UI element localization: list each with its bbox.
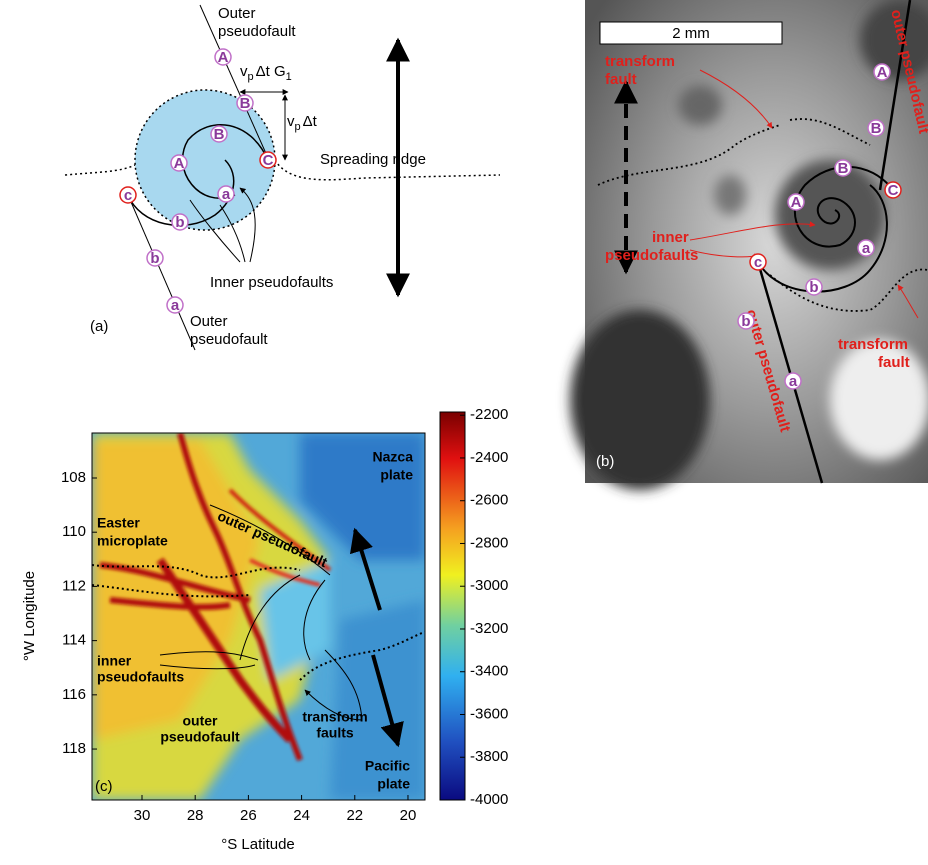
panel-label: (a) (90, 318, 108, 335)
x-tick-label: 22 (346, 807, 363, 824)
colorbar-tick-label: -4000 (470, 791, 508, 808)
colorbar-tick-label: -3800 (470, 748, 508, 765)
label: fault (605, 71, 637, 88)
letter-label: A (877, 64, 888, 81)
label: microplate (97, 533, 168, 549)
microplate-disk (135, 90, 275, 230)
label: transform (302, 709, 367, 725)
label: fault (878, 354, 910, 371)
label: Spreading ridge (320, 151, 426, 168)
colorbar (440, 412, 465, 800)
label: faults (316, 725, 354, 741)
letter-label: c (124, 187, 132, 204)
label: pseudofault (190, 331, 268, 348)
colorbar-tick-label: -2800 (470, 534, 508, 551)
y-axis-title: °W Longitude (21, 571, 38, 661)
letter-label: B (838, 160, 849, 177)
letter-label: B (240, 95, 251, 112)
letter-label: A (791, 194, 802, 211)
label: Outer (218, 5, 256, 22)
colorbar-tick-label: -2200 (470, 406, 508, 423)
letter-label: b (809, 279, 818, 296)
label: plate (377, 776, 410, 792)
y-tick-label: 108 (61, 469, 86, 486)
x-tick-label: 20 (400, 807, 417, 824)
label: inner (652, 229, 689, 246)
letter-label: C (888, 182, 899, 199)
label: inner (97, 653, 132, 669)
y-tick-label: 118 (62, 740, 86, 757)
letter-label: c (754, 254, 762, 271)
colorbar-tick-label: -2600 (470, 492, 508, 509)
letter-label: A (174, 155, 185, 172)
panel-label: (c) (95, 778, 113, 795)
letter-label: B (871, 120, 882, 137)
label: outer (183, 713, 219, 729)
letter-label: a (222, 186, 231, 203)
y-tick-label: 110 (62, 523, 86, 540)
letter-label: b (150, 250, 159, 267)
colorbar-tick-label: -3000 (470, 577, 508, 594)
colorbar-tick-label: -3200 (470, 620, 508, 637)
x-axis-title: °S Latitude (221, 836, 295, 853)
label: Nazca (373, 449, 414, 465)
letter-label: b (175, 214, 184, 231)
x-tick-label: 28 (187, 807, 204, 824)
scale-label: 2 mm (672, 25, 710, 42)
bathymetry-map (92, 433, 425, 800)
colorbar-tick-label: -2400 (470, 449, 508, 466)
x-tick-label: 30 (134, 807, 151, 824)
panel-label: (b) (596, 453, 614, 470)
colorbar-tick-label: -3400 (470, 663, 508, 680)
label: pseudofault (218, 23, 296, 40)
colorbar-tick-label: -3600 (470, 705, 508, 722)
figure: Outer pseudofault vpΔt G1 vpΔt Spreading… (0, 0, 928, 860)
panel-c: Nazca plate Easter microplate outer pseu… (21, 412, 465, 853)
y-tick-label: 112 (62, 577, 86, 594)
label: Inner pseudofaults (210, 274, 333, 291)
letter-label: b (741, 313, 750, 330)
x-tick-label: 26 (240, 807, 257, 824)
label: Easter (97, 515, 140, 531)
letter-label: C (263, 152, 274, 169)
letter-label: A (218, 49, 229, 66)
ridge-left (65, 165, 135, 175)
y-tick-label: 114 (62, 632, 86, 649)
label: pseudofaults (97, 669, 184, 685)
label: pseudofault (160, 729, 240, 745)
letter-label: a (789, 373, 798, 390)
label: Outer (190, 313, 228, 330)
y-tick-label: 116 (62, 686, 86, 703)
letter-label: B (214, 126, 225, 143)
label: Pacific (365, 758, 410, 774)
letter-label: a (862, 240, 871, 257)
label: plate (380, 467, 413, 483)
label: pseudofaults (605, 247, 698, 264)
x-tick-label: 24 (293, 807, 310, 824)
label: transform (605, 53, 675, 70)
letter-label: a (171, 297, 180, 314)
label: transform (838, 336, 908, 353)
